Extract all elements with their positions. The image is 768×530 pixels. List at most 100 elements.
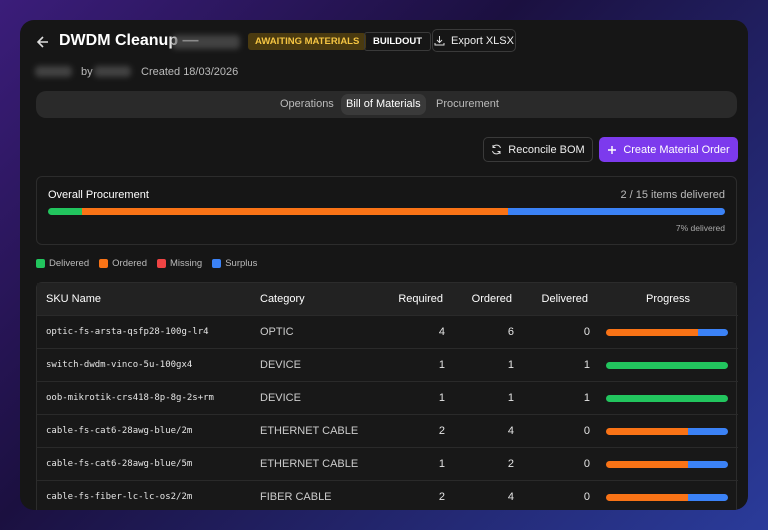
cell: cable-fs-cat6-28awg-blue/5m: [46, 459, 193, 469]
legend: Delivered Ordered Missing Surplus: [36, 258, 257, 269]
redacted: [94, 66, 131, 77]
redacted: [35, 66, 72, 77]
cell: ETHERNET CABLE: [260, 425, 359, 437]
cell: 1: [583, 359, 590, 371]
legend-swatch: [36, 259, 45, 268]
bar-segment: [687, 428, 728, 435]
cell: 2: [438, 425, 445, 437]
cell: 1: [583, 392, 590, 404]
cell: DEVICE: [260, 392, 301, 404]
cell: FIBER CABLE: [260, 491, 332, 503]
legend-label: Delivered: [49, 258, 90, 269]
cell: oob-mikrotik-crs418-8p-8g-2s+rm: [46, 393, 214, 403]
table-row: optic-fs-arsta-qsfp28-100g-lr4 OPTIC 4 6 0: [37, 315, 738, 348]
tag-badge: BUILDOUT: [364, 32, 432, 51]
table-row: switch-dwdm-vinco-5u-100gx4 DEVICE 1 1 1: [37, 348, 738, 381]
bar-segment: [606, 494, 688, 501]
bar-segment: [606, 395, 728, 402]
cell: DEVICE: [260, 359, 301, 371]
cell: 2: [507, 458, 514, 470]
summary: 2 / 15 items delivered: [620, 189, 725, 201]
legend-item: Surplus: [212, 258, 257, 269]
column-header: Category: [260, 293, 305, 305]
reconcile-button[interactable]: Reconcile BOM: [483, 137, 593, 162]
cell: 1: [438, 359, 445, 371]
legend-swatch: [157, 259, 166, 268]
bar-segment: [48, 208, 82, 215]
cell: switch-dwdm-vinco-5u-100gx4: [46, 360, 193, 370]
column-header: Progress: [645, 293, 691, 305]
icon: [492, 144, 502, 155]
legend-item: Delivered: [36, 258, 89, 269]
cell: cable-fs-cat6-28awg-blue/2m: [46, 426, 193, 436]
export-button[interactable]: Export XLSX: [432, 29, 516, 52]
cell: 4: [438, 326, 445, 338]
label: Create Material Order: [623, 143, 730, 156]
column-header: SKU Name: [46, 293, 102, 305]
table-row: cable-fs-cat6-28awg-blue/5m ETHERNET CABL…: [37, 447, 738, 480]
progress-bar: [606, 395, 728, 402]
bar-segment: [508, 208, 725, 215]
window: DWDM Cleanup — AWAITING MATERIALS BUILDO…: [20, 20, 748, 510]
created: Created 18/03/2026: [141, 66, 239, 78]
cell: 0: [583, 425, 590, 437]
bar-segment: [687, 494, 728, 501]
legend-item: Ordered: [99, 258, 147, 269]
table-row: oob-mikrotik-crs418-8p-8g-2s+rm DEVICE 1 1 1: [37, 381, 738, 414]
bar-segment: [697, 329, 728, 336]
legend-label: Surplus: [225, 258, 258, 269]
column-header: Required: [398, 293, 443, 305]
cell: 1: [507, 392, 514, 404]
legend-label: Ordered: [112, 258, 147, 269]
cell: cable-fs-fiber-lc-lc-os2/2m: [46, 492, 193, 502]
cell: 0: [583, 458, 590, 470]
cell: 1: [507, 359, 514, 371]
label: Export XLSX: [451, 34, 514, 47]
back-button[interactable]: [36, 35, 50, 49]
icon: [434, 36, 445, 46]
procurement-panel: Overall Procurement 2 / 15 items deliver…: [36, 176, 737, 245]
tab-bar: Operations Bill of Materials Procurement: [36, 91, 737, 118]
icon: [608, 145, 617, 154]
title: DWDM Cleanup —: [59, 32, 199, 49]
cell: 0: [583, 326, 590, 338]
bar-segment: [606, 362, 728, 369]
tab[interactable]: Operations: [280, 98, 334, 110]
create-order-button[interactable]: Create Material Order: [599, 137, 738, 162]
progress-bar: [606, 461, 728, 468]
cell: 1: [438, 458, 445, 470]
tab[interactable]: Procurement: [436, 98, 499, 110]
cell: 4: [507, 425, 514, 437]
legend-item: Missing: [157, 258, 202, 269]
tab[interactable]: Bill of Materials: [341, 94, 426, 115]
cell: ETHERNET CABLE: [260, 458, 359, 470]
legend-label: Missing: [170, 258, 203, 269]
table-row: cable-fs-fiber-lc-lc-os2/2m FIBER CABLE 2 4…: [37, 480, 738, 510]
cell: 2: [438, 491, 445, 503]
table-row: cable-fs-cat6-28awg-blue/2m ETHERNET CABL…: [37, 414, 738, 447]
legend-swatch: [212, 259, 222, 268]
table: SKU Name Category Required Ordered Delivered…: [36, 282, 738, 510]
percent: 7% delivered: [675, 223, 725, 233]
cell: 6: [507, 326, 514, 338]
column-header: Delivered: [541, 293, 588, 305]
progress-bar: [606, 428, 728, 435]
bar-segment: [606, 461, 688, 468]
bar-segment: [81, 208, 509, 215]
cell: OPTIC: [260, 326, 294, 338]
bar-segment: [606, 428, 688, 435]
label: Reconcile BOM: [508, 143, 585, 156]
legend-swatch: [99, 259, 109, 268]
bar-segment: [606, 329, 698, 336]
bar-segment: [687, 461, 728, 468]
cell: 4: [507, 491, 514, 503]
progress-bar: [606, 362, 728, 369]
cell: 1: [438, 392, 445, 404]
table-header: SKU Name Category Required Ordered Delivered…: [37, 283, 736, 315]
panel-title: Overall Procurement: [48, 189, 149, 201]
progress-bar: [606, 494, 728, 501]
overall-bar: [48, 208, 725, 215]
cell: optic-fs-arsta-qsfp28-100g-lr4: [46, 327, 209, 337]
progress-bar: [606, 329, 728, 336]
